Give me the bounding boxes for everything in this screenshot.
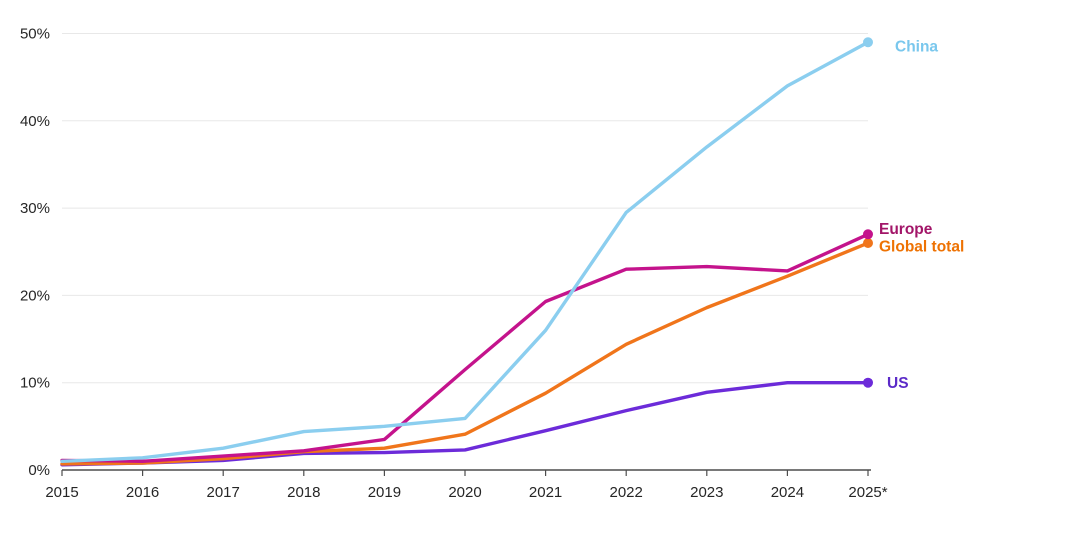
x-axis-tick-label: 2016 bbox=[126, 484, 159, 501]
y-axis-tick-label: 20% bbox=[20, 287, 50, 304]
x-axis-tick-label: 2024 bbox=[771, 484, 804, 501]
x-axis-tick-label: 2019 bbox=[368, 484, 401, 501]
series-label-global-total: Global total bbox=[879, 239, 964, 256]
series-end-dot-china bbox=[863, 37, 873, 48]
series-end-dot-europe bbox=[863, 229, 873, 240]
y-axis-tick-label: 40% bbox=[20, 113, 50, 130]
x-axis-tick-label: 2020 bbox=[448, 484, 481, 501]
y-axis-tick-label: 10% bbox=[20, 375, 50, 392]
series-label-europe: Europe bbox=[879, 221, 933, 238]
series-label-us: US bbox=[887, 375, 909, 392]
series-line-europe bbox=[60, 232, 870, 463]
series-end-dot-global-total bbox=[863, 238, 873, 249]
y-axis-tick-label: 0% bbox=[28, 462, 50, 479]
series-end-dot-us bbox=[863, 377, 873, 388]
x-axis-tick-label: 2022 bbox=[610, 484, 643, 501]
series-line-china bbox=[60, 40, 870, 463]
series-line-global-total bbox=[60, 241, 870, 466]
x-axis-tick-label: 2018 bbox=[287, 484, 320, 501]
series-label-china: China bbox=[895, 39, 938, 56]
x-axis-tick-label: 2017 bbox=[207, 484, 240, 501]
y-axis-tick-label: 30% bbox=[20, 200, 50, 217]
x-axis-tick-label: 2015 bbox=[45, 484, 78, 501]
x-axis-tick-label: 2021 bbox=[529, 484, 562, 501]
y-axis-tick-label: 50% bbox=[20, 26, 50, 43]
x-axis-tick-label: 2023 bbox=[690, 484, 723, 501]
x-axis-tick-label: 2025* bbox=[848, 484, 887, 501]
